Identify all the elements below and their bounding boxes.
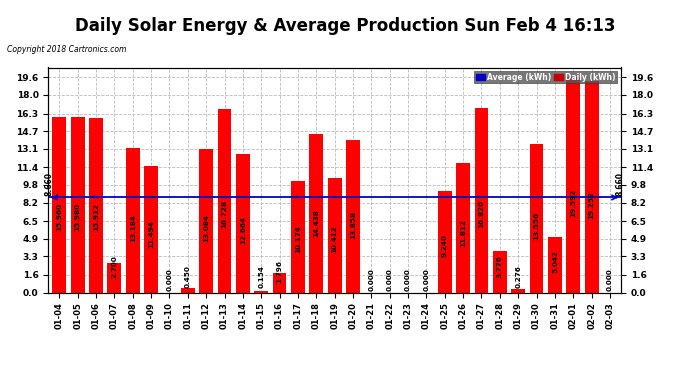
Text: 13.084: 13.084	[203, 214, 209, 242]
Text: 15.980: 15.980	[75, 203, 81, 231]
Bar	[181, 288, 195, 292]
Text: 10.174: 10.174	[295, 226, 301, 254]
Bar	[566, 78, 580, 292]
Bar	[255, 291, 268, 292]
Bar	[71, 117, 85, 292]
Text: 11.812: 11.812	[460, 219, 466, 247]
Text: 15.912: 15.912	[93, 203, 99, 231]
Bar	[438, 191, 452, 292]
Bar	[199, 149, 213, 292]
Text: 15.960: 15.960	[57, 203, 62, 231]
Bar	[236, 153, 250, 292]
Text: Daily Solar Energy & Average Production Sun Feb 4 16:13: Daily Solar Energy & Average Production …	[75, 17, 615, 35]
Text: 9.240: 9.240	[442, 234, 448, 257]
Bar	[144, 166, 158, 292]
Bar	[346, 140, 360, 292]
Text: 0.000: 0.000	[166, 268, 172, 291]
Bar	[89, 118, 103, 292]
Text: 10.412: 10.412	[332, 225, 337, 252]
Text: 19.252: 19.252	[589, 190, 595, 219]
Bar	[584, 81, 598, 292]
Bar	[475, 108, 489, 292]
Bar	[309, 134, 323, 292]
Text: 3.776: 3.776	[497, 255, 503, 278]
Text: 13.556: 13.556	[533, 212, 540, 240]
Bar	[530, 144, 544, 292]
Bar	[217, 109, 231, 292]
Bar	[511, 290, 525, 292]
Text: 16.728: 16.728	[221, 200, 228, 228]
Bar	[108, 263, 121, 292]
Bar	[328, 178, 342, 292]
Text: 16.820: 16.820	[478, 200, 484, 228]
Text: 0.000: 0.000	[386, 268, 393, 291]
Bar	[291, 181, 305, 292]
Text: 0.000: 0.000	[368, 268, 375, 291]
Text: 12.664: 12.664	[240, 216, 246, 244]
Text: 0.450: 0.450	[185, 265, 191, 288]
Text: 0.000: 0.000	[607, 268, 613, 291]
Bar	[126, 148, 139, 292]
Text: 13.858: 13.858	[350, 211, 356, 239]
Text: 0.276: 0.276	[515, 265, 521, 288]
Text: Copyright 2018 Cartronics.com: Copyright 2018 Cartronics.com	[7, 45, 126, 54]
Text: 1.796: 1.796	[277, 260, 283, 283]
Text: 8.660: 8.660	[615, 172, 624, 196]
Text: 2.700: 2.700	[111, 255, 117, 278]
Text: 0.154: 0.154	[258, 265, 264, 288]
Text: 5.042: 5.042	[552, 250, 558, 273]
Bar	[273, 273, 286, 292]
Text: 19.592: 19.592	[570, 189, 576, 217]
Legend: Average (kWh), Daily (kWh): Average (kWh), Daily (kWh)	[474, 71, 617, 83]
Bar	[493, 251, 506, 292]
Text: 0.000: 0.000	[405, 268, 411, 291]
Text: 11.494: 11.494	[148, 220, 154, 248]
Text: 14.438: 14.438	[313, 209, 319, 237]
Text: 8.660: 8.660	[45, 172, 54, 196]
Text: 0.000: 0.000	[424, 268, 429, 291]
Bar	[548, 237, 562, 292]
Text: 13.184: 13.184	[130, 214, 136, 242]
Bar	[456, 163, 470, 292]
Bar	[52, 117, 66, 292]
